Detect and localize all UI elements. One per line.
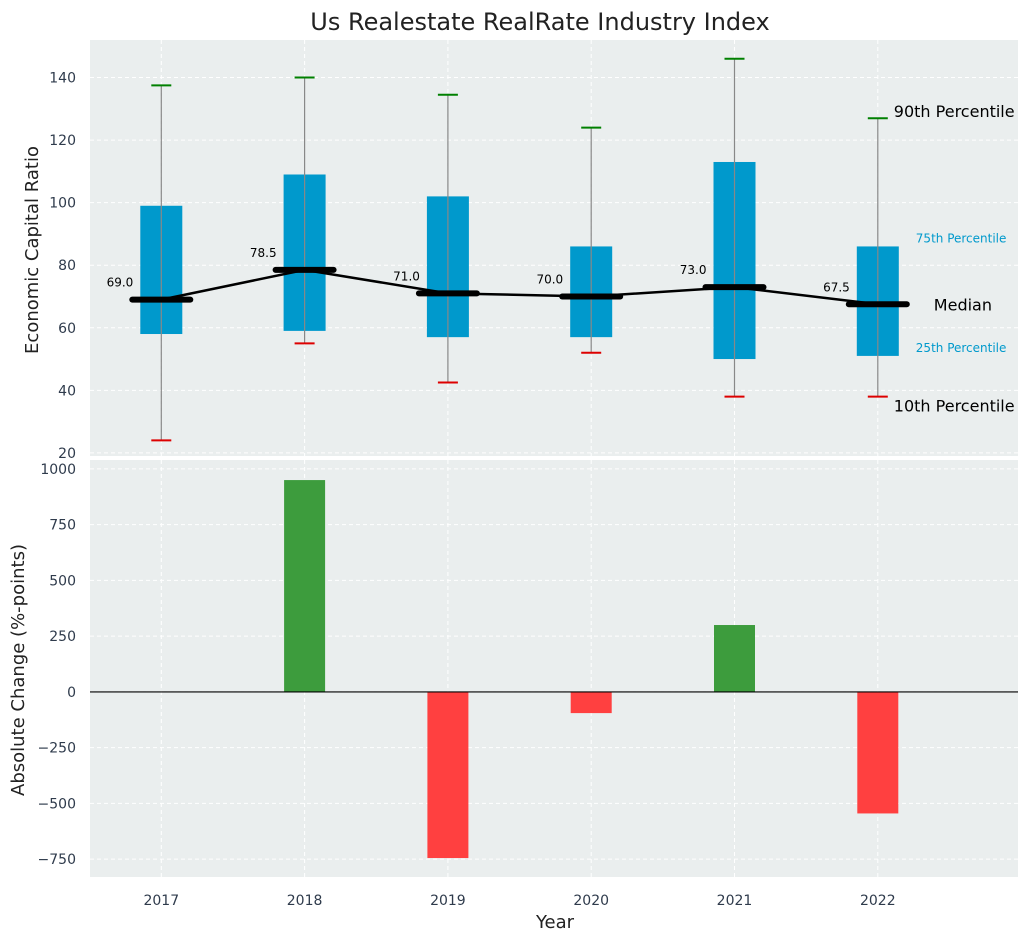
median-value-label: 71.0 [393, 269, 420, 283]
bottom-y-axis-title: Absolute Change (%-points) [8, 544, 29, 796]
x-tick-label: 2018 [287, 893, 323, 909]
change-bar [857, 691, 899, 814]
annotation-median: Median [934, 295, 992, 314]
top-y-axis-title: Economic Capital Ratio [22, 146, 43, 354]
top-y-tick-label: 140 [49, 71, 76, 87]
chart-title: Us Realestate RealRate Industry Index [310, 8, 769, 36]
top-y-tick-label: 40 [58, 383, 76, 399]
bottom-panel: −750 −500 −250 0 250 500 750 1000 2017 2018 2019 20… [38, 460, 1018, 909]
bottom-plot-area [90, 460, 1018, 877]
x-axis-title: Year [535, 912, 575, 933]
annotation-p10: 10th Percentile [894, 397, 1015, 416]
x-tick-label: 2021 [717, 893, 753, 909]
change-bar [284, 480, 326, 692]
bottom-y-tick-label: −500 [38, 796, 76, 812]
x-tick-label: 2019 [430, 893, 466, 909]
x-tick-label: 2022 [860, 893, 896, 909]
median-value-label: 78.5 [250, 246, 277, 260]
top-y-tick-label: 100 [49, 196, 76, 212]
top-panel: 20 40 60 80 100 120 140 69.0 78.5 71.0 70.0 73.0 67.… [49, 40, 1018, 462]
change-bar [427, 691, 469, 859]
bottom-y-tick-label: 250 [49, 629, 76, 645]
bottom-y-tick-label: 500 [49, 573, 76, 589]
bottom-y-tick-label: 750 [49, 518, 76, 534]
change-bar [714, 625, 755, 692]
top-y-tick-label: 60 [58, 321, 76, 337]
top-y-tick-label: 120 [49, 133, 76, 149]
median-value-label: 73.0 [680, 263, 707, 277]
top-y-tick-label: 20 [58, 446, 76, 462]
bottom-y-tick-label: −250 [38, 741, 76, 757]
x-tick-label: 2017 [143, 893, 179, 909]
change-bar [570, 691, 612, 714]
median-value-label: 69.0 [107, 276, 134, 290]
median-value-label: 70.0 [536, 272, 563, 286]
x-tick-label: 2020 [573, 893, 609, 909]
bottom-y-tick-label: 0 [67, 685, 76, 701]
top-y-tick-label: 80 [58, 258, 76, 274]
bottom-y-tick-label: 1000 [40, 462, 76, 478]
annotation-p90: 90th Percentile [894, 102, 1015, 121]
bottom-y-tick-label: −750 [38, 852, 76, 868]
annotation-p75: 75th Percentile [916, 231, 1007, 245]
annotation-p25: 25th Percentile [916, 341, 1007, 355]
median-value-label: 67.5 [823, 280, 850, 294]
